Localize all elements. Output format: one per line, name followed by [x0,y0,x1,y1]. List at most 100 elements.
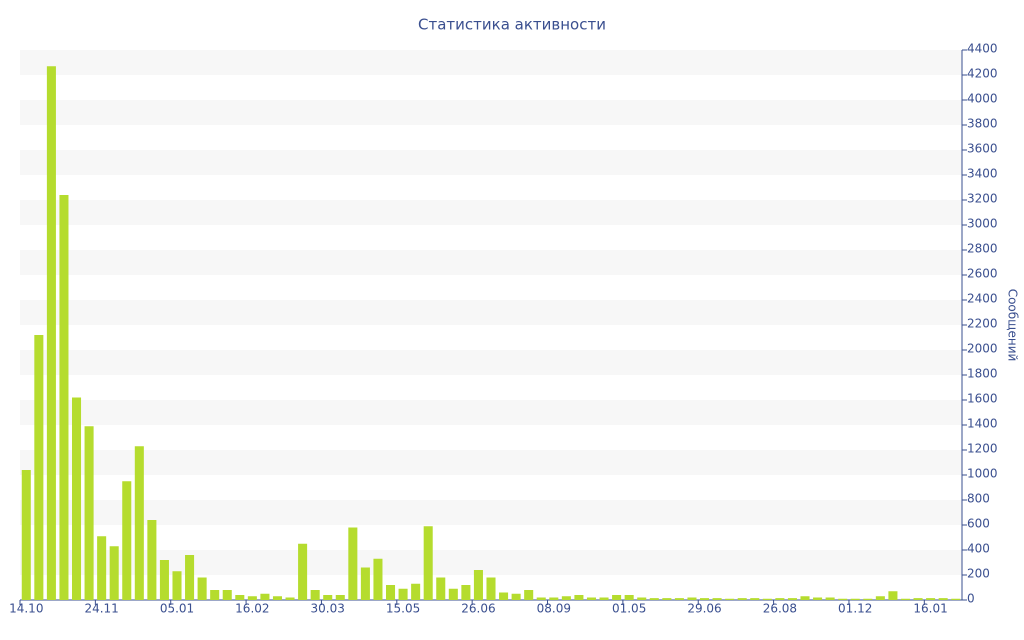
bar [838,598,848,600]
bar [499,592,509,600]
x-tick-label: 30.03 [311,602,345,616]
y-tick-label: 600 [967,517,990,531]
bar [285,597,295,600]
y-axis-label: Сообщений [1006,289,1020,362]
y-tick-label: 2600 [967,267,998,281]
bar [649,598,659,600]
bar [84,426,94,600]
y-tick-label: 3600 [967,142,998,156]
x-tick-label: 29.06 [687,602,721,616]
bar [775,598,785,600]
bar [348,527,358,600]
bar [411,583,421,600]
y-tick-label: 1400 [967,417,998,431]
bar [260,593,270,600]
bar [674,598,684,600]
bar [461,585,471,600]
bar [423,526,433,600]
bar [737,598,747,600]
bar [448,588,458,600]
y-tick-label: 400 [967,542,990,556]
bar [197,577,207,600]
x-tick-label: 26.06 [461,602,495,616]
bar [951,598,961,600]
bar [938,598,948,600]
y-tick-label: 2400 [967,292,998,306]
bar [624,595,634,600]
x-tick-label: 01.12 [838,602,872,616]
bar [147,520,157,600]
grid-band [20,550,962,575]
bar [46,66,56,600]
bar [373,558,383,600]
grid-band [20,150,962,175]
bar [122,481,132,600]
y-tick-label: 1600 [967,392,998,406]
grid-band [20,100,962,125]
y-tick-label: 4000 [967,92,998,106]
bar [360,567,370,600]
bar [687,597,697,600]
bar [900,598,911,600]
grid-band [20,450,962,475]
bar [599,597,609,600]
bar [926,598,936,600]
y-tick-label: 3800 [967,117,998,131]
bar [486,577,496,600]
bar [699,598,710,600]
bar [335,595,345,600]
bar [185,555,195,600]
bar [800,596,810,600]
y-tick-label: 800 [967,492,990,506]
bar [109,546,119,600]
y-tick-label: 1200 [967,442,998,456]
bar [574,595,584,600]
y-tick-label: 0 [967,592,975,606]
bar [398,588,408,600]
bar [436,577,446,600]
y-tick-label: 2000 [967,342,998,356]
bar [787,598,797,600]
grid-band [20,350,962,375]
bar [850,598,860,600]
y-tick-label: 3200 [967,192,998,206]
bar [586,597,597,600]
bar [210,590,220,600]
x-tick-label: 16.01 [913,602,947,616]
bar [298,543,308,600]
y-tick-label: 3400 [967,167,998,181]
bar [235,595,245,600]
bar [561,596,571,600]
bar [762,598,772,600]
y-tick-label: 200 [967,567,990,581]
y-tick-label: 1000 [967,467,998,481]
x-tick-label: 08.09 [537,602,571,616]
chart-title: Статистика активности [418,16,606,34]
bar [385,585,396,600]
bar [159,560,169,600]
bar [473,570,483,600]
grid-band [20,250,962,275]
bar [875,596,885,600]
bar [524,590,534,600]
bar [172,571,182,600]
grid-band [20,300,962,325]
x-tick-label: 16.02 [235,602,269,616]
bar [222,590,232,600]
bar [21,470,31,600]
bar [59,195,69,600]
bar [323,595,333,600]
bar [97,536,107,600]
bar [247,596,257,600]
x-tick-label: 05.01 [160,602,194,616]
bar [549,597,559,600]
y-tick-label: 2800 [967,242,998,256]
y-tick-label: 2200 [967,317,998,331]
grid-band [20,200,962,225]
y-tick-label: 3000 [967,217,998,231]
y-tick-label: 4400 [967,42,998,56]
bar [813,597,823,600]
x-tick-label: 26.08 [763,602,797,616]
bar [888,591,898,600]
